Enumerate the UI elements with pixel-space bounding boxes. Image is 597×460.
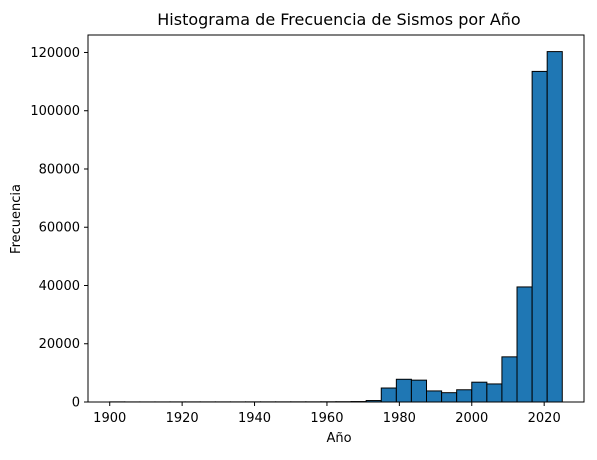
y-tick-label: 20000: [39, 337, 80, 352]
histogram-bar: [396, 379, 411, 402]
x-axis-label: Año: [326, 431, 351, 446]
histogram-bar: [381, 388, 396, 402]
x-tick-label: 1980: [383, 411, 416, 426]
histogram-bar: [487, 384, 502, 402]
histogram-bar: [502, 357, 517, 402]
histogram-bar: [411, 380, 426, 402]
chart-title: Histograma de Frecuencia de Sismos por A…: [157, 10, 520, 29]
y-axis-ticks: 0 20000 40000 60000 80000 100000 120000: [30, 46, 88, 411]
x-tick-label: 2020: [528, 411, 561, 426]
histogram-bar: [472, 382, 487, 402]
bars-group: [110, 52, 563, 402]
y-tick-label: 0: [72, 396, 80, 411]
histogram-bar: [517, 287, 532, 402]
y-tick-label: 100000: [30, 104, 80, 119]
histogram-bar: [547, 52, 562, 402]
y-tick-label: 80000: [39, 162, 80, 177]
plot-frame: [88, 35, 584, 402]
x-axis-ticks: 1900 1920 1940 1960 1980 2000 2020: [93, 402, 561, 426]
y-axis-label: Frecuencia: [9, 184, 24, 254]
x-tick-label: 1940: [238, 411, 271, 426]
histogram-bar: [457, 390, 472, 402]
x-tick-label: 1960: [310, 411, 343, 426]
x-tick-label: 1900: [93, 411, 126, 426]
histogram-bar: [442, 393, 457, 402]
y-tick-label: 60000: [39, 221, 80, 236]
y-tick-label: 120000: [30, 46, 80, 61]
histogram-bar: [532, 71, 547, 402]
histogram-bar: [427, 391, 442, 402]
x-tick-label: 1920: [166, 411, 199, 426]
x-tick-label: 2000: [455, 411, 488, 426]
y-tick-label: 40000: [39, 279, 80, 294]
